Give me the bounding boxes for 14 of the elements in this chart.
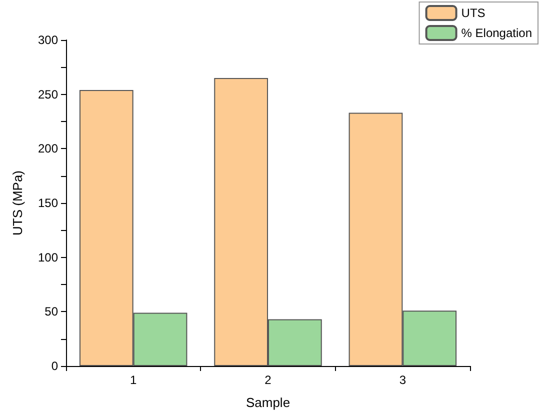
x-tick-label: 2 bbox=[264, 373, 272, 387]
x-tick-label: 3 bbox=[399, 373, 406, 387]
legend-label: % Elongation bbox=[461, 26, 532, 40]
y-tick-label: 0 bbox=[51, 359, 58, 373]
x-axis-title: Sample bbox=[246, 395, 290, 410]
y-tick-label: 150 bbox=[38, 196, 58, 210]
x-tick-label: 1 bbox=[130, 373, 137, 387]
y-tick-label: 250 bbox=[38, 87, 58, 102]
y-axis-title: UTS (MPa) bbox=[10, 170, 25, 236]
y-tick-label: 300 bbox=[38, 33, 58, 47]
legend-label: UTS bbox=[461, 6, 486, 20]
y-tick-label: 50 bbox=[44, 304, 58, 319]
y-tick-label: 100 bbox=[38, 250, 58, 264]
y-tick-label: 200 bbox=[38, 142, 58, 156]
